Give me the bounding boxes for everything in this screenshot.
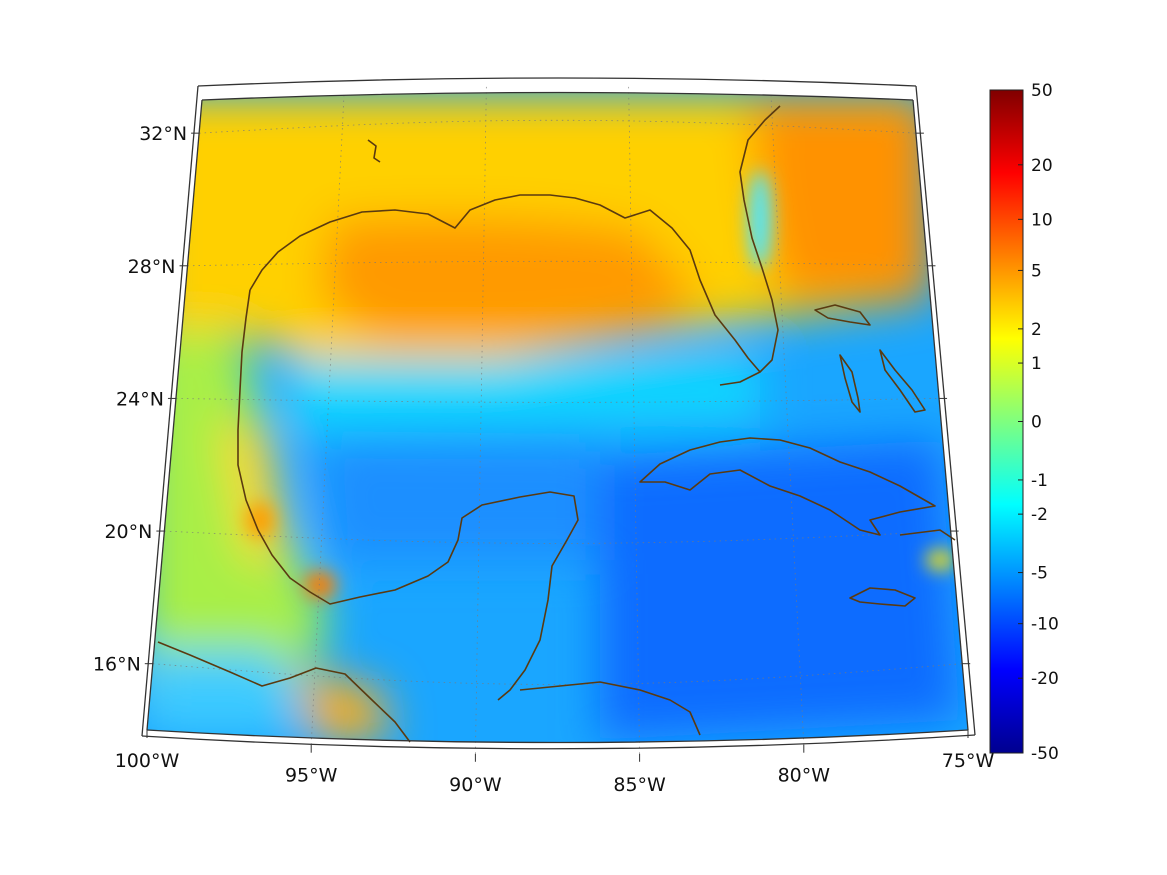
parallel-line [175,398,940,403]
meridian-line [628,85,640,754]
y-tick-label: 20°N [104,521,152,543]
colorbar-tick-label: 5 [1031,261,1042,281]
colorbar-tick-label: -20 [1031,669,1059,689]
x-tick-label: 100°W [115,750,180,772]
parallel-line [187,260,928,267]
colorbar-tick-label: -50 [1031,744,1059,764]
meridian-line [310,91,345,745]
colorbar-tick-label: 0 [1031,413,1042,433]
x-tick-label: 95°W [285,765,338,787]
colorbar-tick-label: 50 [1031,81,1053,101]
x-tick-label: 90°W [449,774,502,796]
map-frame [141,77,976,750]
longitude-axis: 100°W 95°W 90°W 85°W 80°W 75°W [115,730,995,796]
x-tick-label: 75°W [942,750,995,772]
y-tick-label: 16°N [93,654,141,676]
latitude-axis: 32°N 28°N 24°N 20°N 16°N [93,123,971,676]
meridian-line [770,91,805,745]
meridian-line [475,85,487,754]
colorbar-tick-label: 2 [1031,320,1042,340]
x-tick-label: 85°W [613,774,666,796]
parallel-line [199,119,916,134]
colorbar-tick-label: 20 [1031,156,1053,176]
y-tick-label: 28°N [128,256,176,278]
colorbar-tick-label: 10 [1031,210,1053,230]
coastline-outlines [157,105,956,743]
colorbar-tick-label: -5 [1031,564,1048,584]
map-data-field [147,92,968,743]
colorbar-gradient [989,89,1024,754]
colorbar-tick-label: 1 [1031,354,1042,374]
colorbar-tick-label: -10 [1031,615,1059,635]
y-tick-label: 32°N [139,123,187,145]
colorbar-tick-label: -2 [1031,505,1048,525]
x-tick-label: 80°W [778,765,831,787]
colorbar-tick-label: -1 [1031,471,1048,491]
parallel-line [164,530,951,544]
y-tick-label: 24°N [116,388,164,410]
